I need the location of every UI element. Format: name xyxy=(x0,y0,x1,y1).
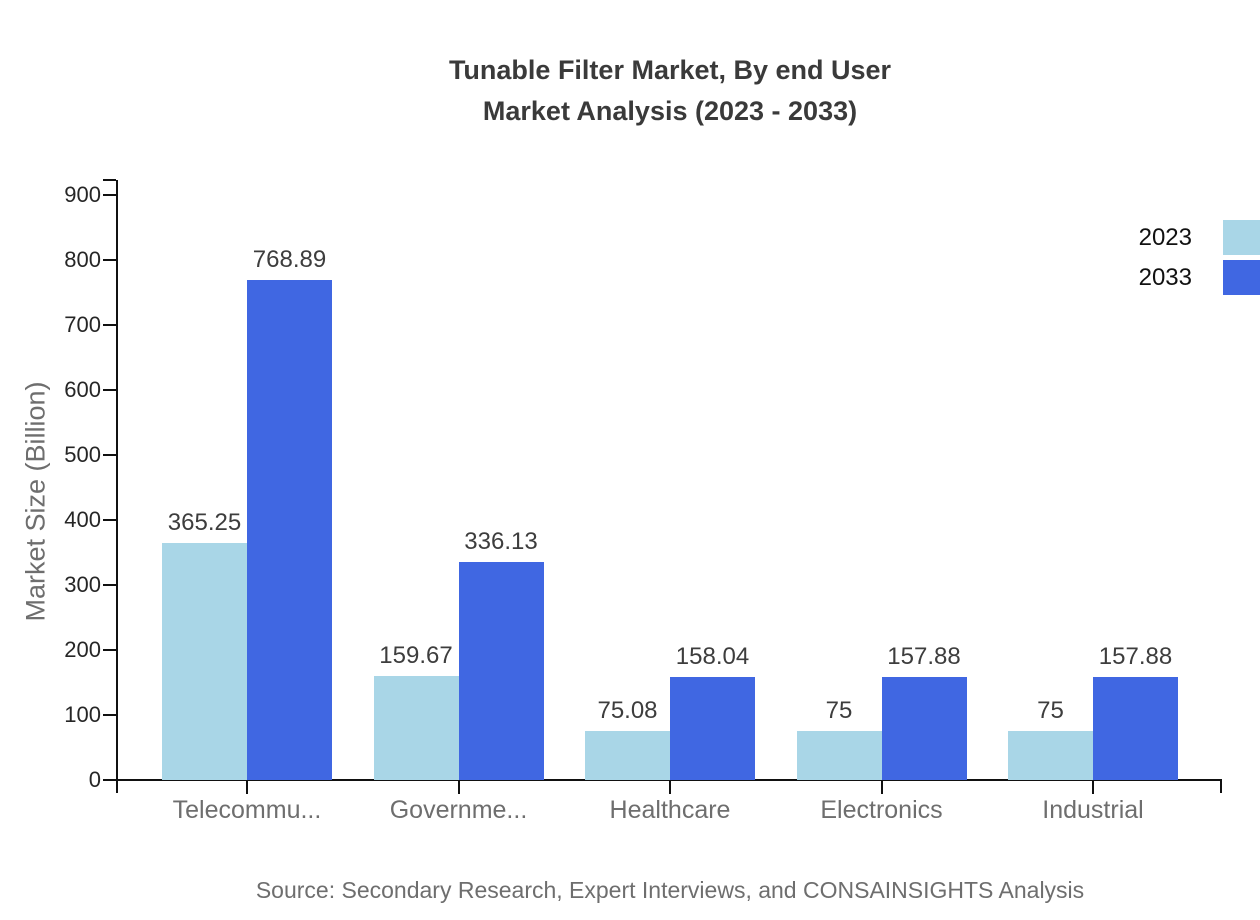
bar-2033-Industrial xyxy=(1093,677,1178,780)
bar-value-label: 157.88 xyxy=(887,643,961,671)
y-axis-tick xyxy=(103,714,116,716)
y-tick-label: 500 xyxy=(64,442,101,467)
x-axis-tick xyxy=(1092,781,1094,794)
x-axis-right-cap xyxy=(1220,780,1222,793)
bar-value-label: 75 xyxy=(825,697,853,725)
x-axis-left-cap xyxy=(116,780,118,793)
y-axis-tick xyxy=(103,389,116,391)
bar-value-label: 157.88 xyxy=(1098,643,1173,671)
y-axis-tick xyxy=(103,454,116,456)
x-axis-line xyxy=(116,779,1222,781)
y-tick-label: 900 xyxy=(64,182,101,207)
bar-value-label: 158.04 xyxy=(675,643,750,671)
legend-swatch-2023 xyxy=(1223,220,1260,255)
bar-2023-Governme... xyxy=(373,676,459,780)
legend-label-2033: 2033 xyxy=(1138,264,1192,291)
y-axis-tick xyxy=(103,259,116,261)
y-tick-label: 800 xyxy=(64,247,101,272)
bar-2023-Healthcare xyxy=(585,731,670,780)
x-tick-label: Healthcare xyxy=(609,796,731,824)
x-tick-label: Governme... xyxy=(389,796,528,824)
bar-2033-Healthcare xyxy=(670,677,755,780)
y-axis-end-cap xyxy=(103,179,116,181)
bar-value-label: 75.08 xyxy=(597,697,658,725)
x-tick-label: Electronics xyxy=(820,796,943,824)
legend-label-2023: 2023 xyxy=(1138,224,1192,251)
source-note: Source: Secondary Research, Expert Inter… xyxy=(255,877,1085,903)
y-tick-label: 200 xyxy=(64,637,101,662)
y-axis-tick xyxy=(103,584,116,586)
chart-title-line1: Tunable Filter Market, By end User xyxy=(448,55,892,85)
x-axis-tick xyxy=(457,781,460,794)
bar-2023-Electronics xyxy=(796,731,882,780)
chart-title-line2: Market Analysis (2023 - 2033) xyxy=(482,96,858,126)
bar-2023-Telecommu... xyxy=(162,542,247,780)
y-axis-tick xyxy=(103,779,116,781)
bar-2033-Governme... xyxy=(458,561,544,780)
chart-title: Tunable Filter Market, By end User Marke… xyxy=(90,50,1250,132)
bar-value-label: 365.25 xyxy=(167,508,242,536)
bar-value-label: 75 xyxy=(1037,697,1064,725)
y-tick-label: 400 xyxy=(64,507,101,532)
bar-2023-Industrial xyxy=(1008,731,1093,780)
y-axis-tick xyxy=(103,519,116,521)
bar-value-label: 159.67 xyxy=(379,642,453,670)
y-axis-tick xyxy=(103,324,116,326)
bar-value-label: 768.89 xyxy=(252,246,327,274)
y-tick-label: 600 xyxy=(64,377,101,402)
x-tick-label: Industrial xyxy=(1042,796,1144,824)
x-axis-tick xyxy=(669,781,671,794)
y-axis-tick xyxy=(103,649,116,651)
x-axis-tick xyxy=(246,781,248,794)
bar-value-label: 336.13 xyxy=(464,527,538,555)
y-tick-label: 100 xyxy=(64,702,101,727)
x-tick-label: Telecommu... xyxy=(172,796,322,824)
bar-2033-Electronics xyxy=(881,677,967,780)
y-tick-label: 700 xyxy=(64,312,101,337)
y-tick-label: 300 xyxy=(64,572,101,597)
bar-2033-Telecommu... xyxy=(247,280,332,780)
x-axis-tick xyxy=(880,781,883,794)
y-axis-line xyxy=(116,180,118,781)
legend-swatch-2033 xyxy=(1223,260,1260,295)
y-tick-label: 0 xyxy=(88,767,101,792)
y-axis-tick xyxy=(103,194,116,196)
